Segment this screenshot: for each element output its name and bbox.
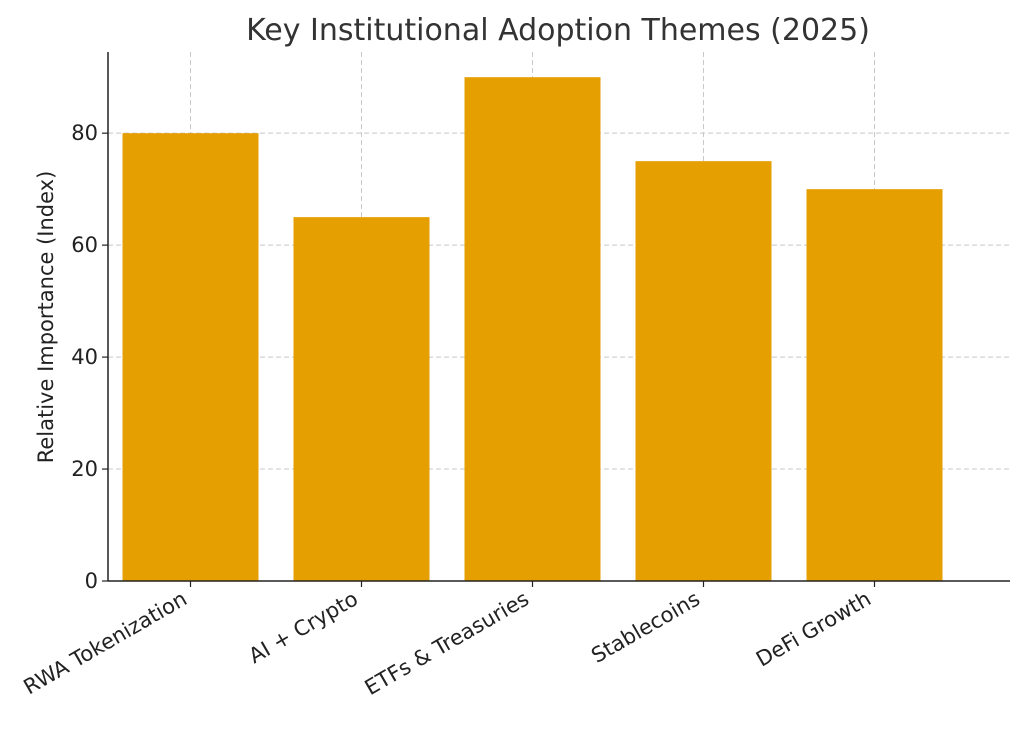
y-tick-label: 20 [71,457,98,481]
bar [806,189,943,582]
y-axis-ticks: 0 20 40 60 80 [71,121,108,593]
x-tick-label: RWA Tokenization [20,587,191,700]
x-tick-label: ETFs & Treasuries [361,587,533,700]
bar [464,77,601,581]
x-tick-label: AI + Crypto [245,587,362,669]
x-tick-label: DeFi Growth [752,587,875,672]
bars [122,77,943,582]
y-tick-label: 0 [85,569,98,593]
chart-title: Key Institutional Adoption Themes (2025) [246,13,870,48]
x-tick-label: Stablecoins [587,587,704,668]
bar [122,133,259,581]
bar [635,161,772,581]
bar [293,217,430,581]
y-tick-label: 60 [71,233,98,257]
y-tick-label: 40 [71,345,98,369]
y-tick-label: 80 [71,121,98,145]
y-axis-label: Relative Importance (Index) [34,171,58,464]
axes [107,52,1010,582]
